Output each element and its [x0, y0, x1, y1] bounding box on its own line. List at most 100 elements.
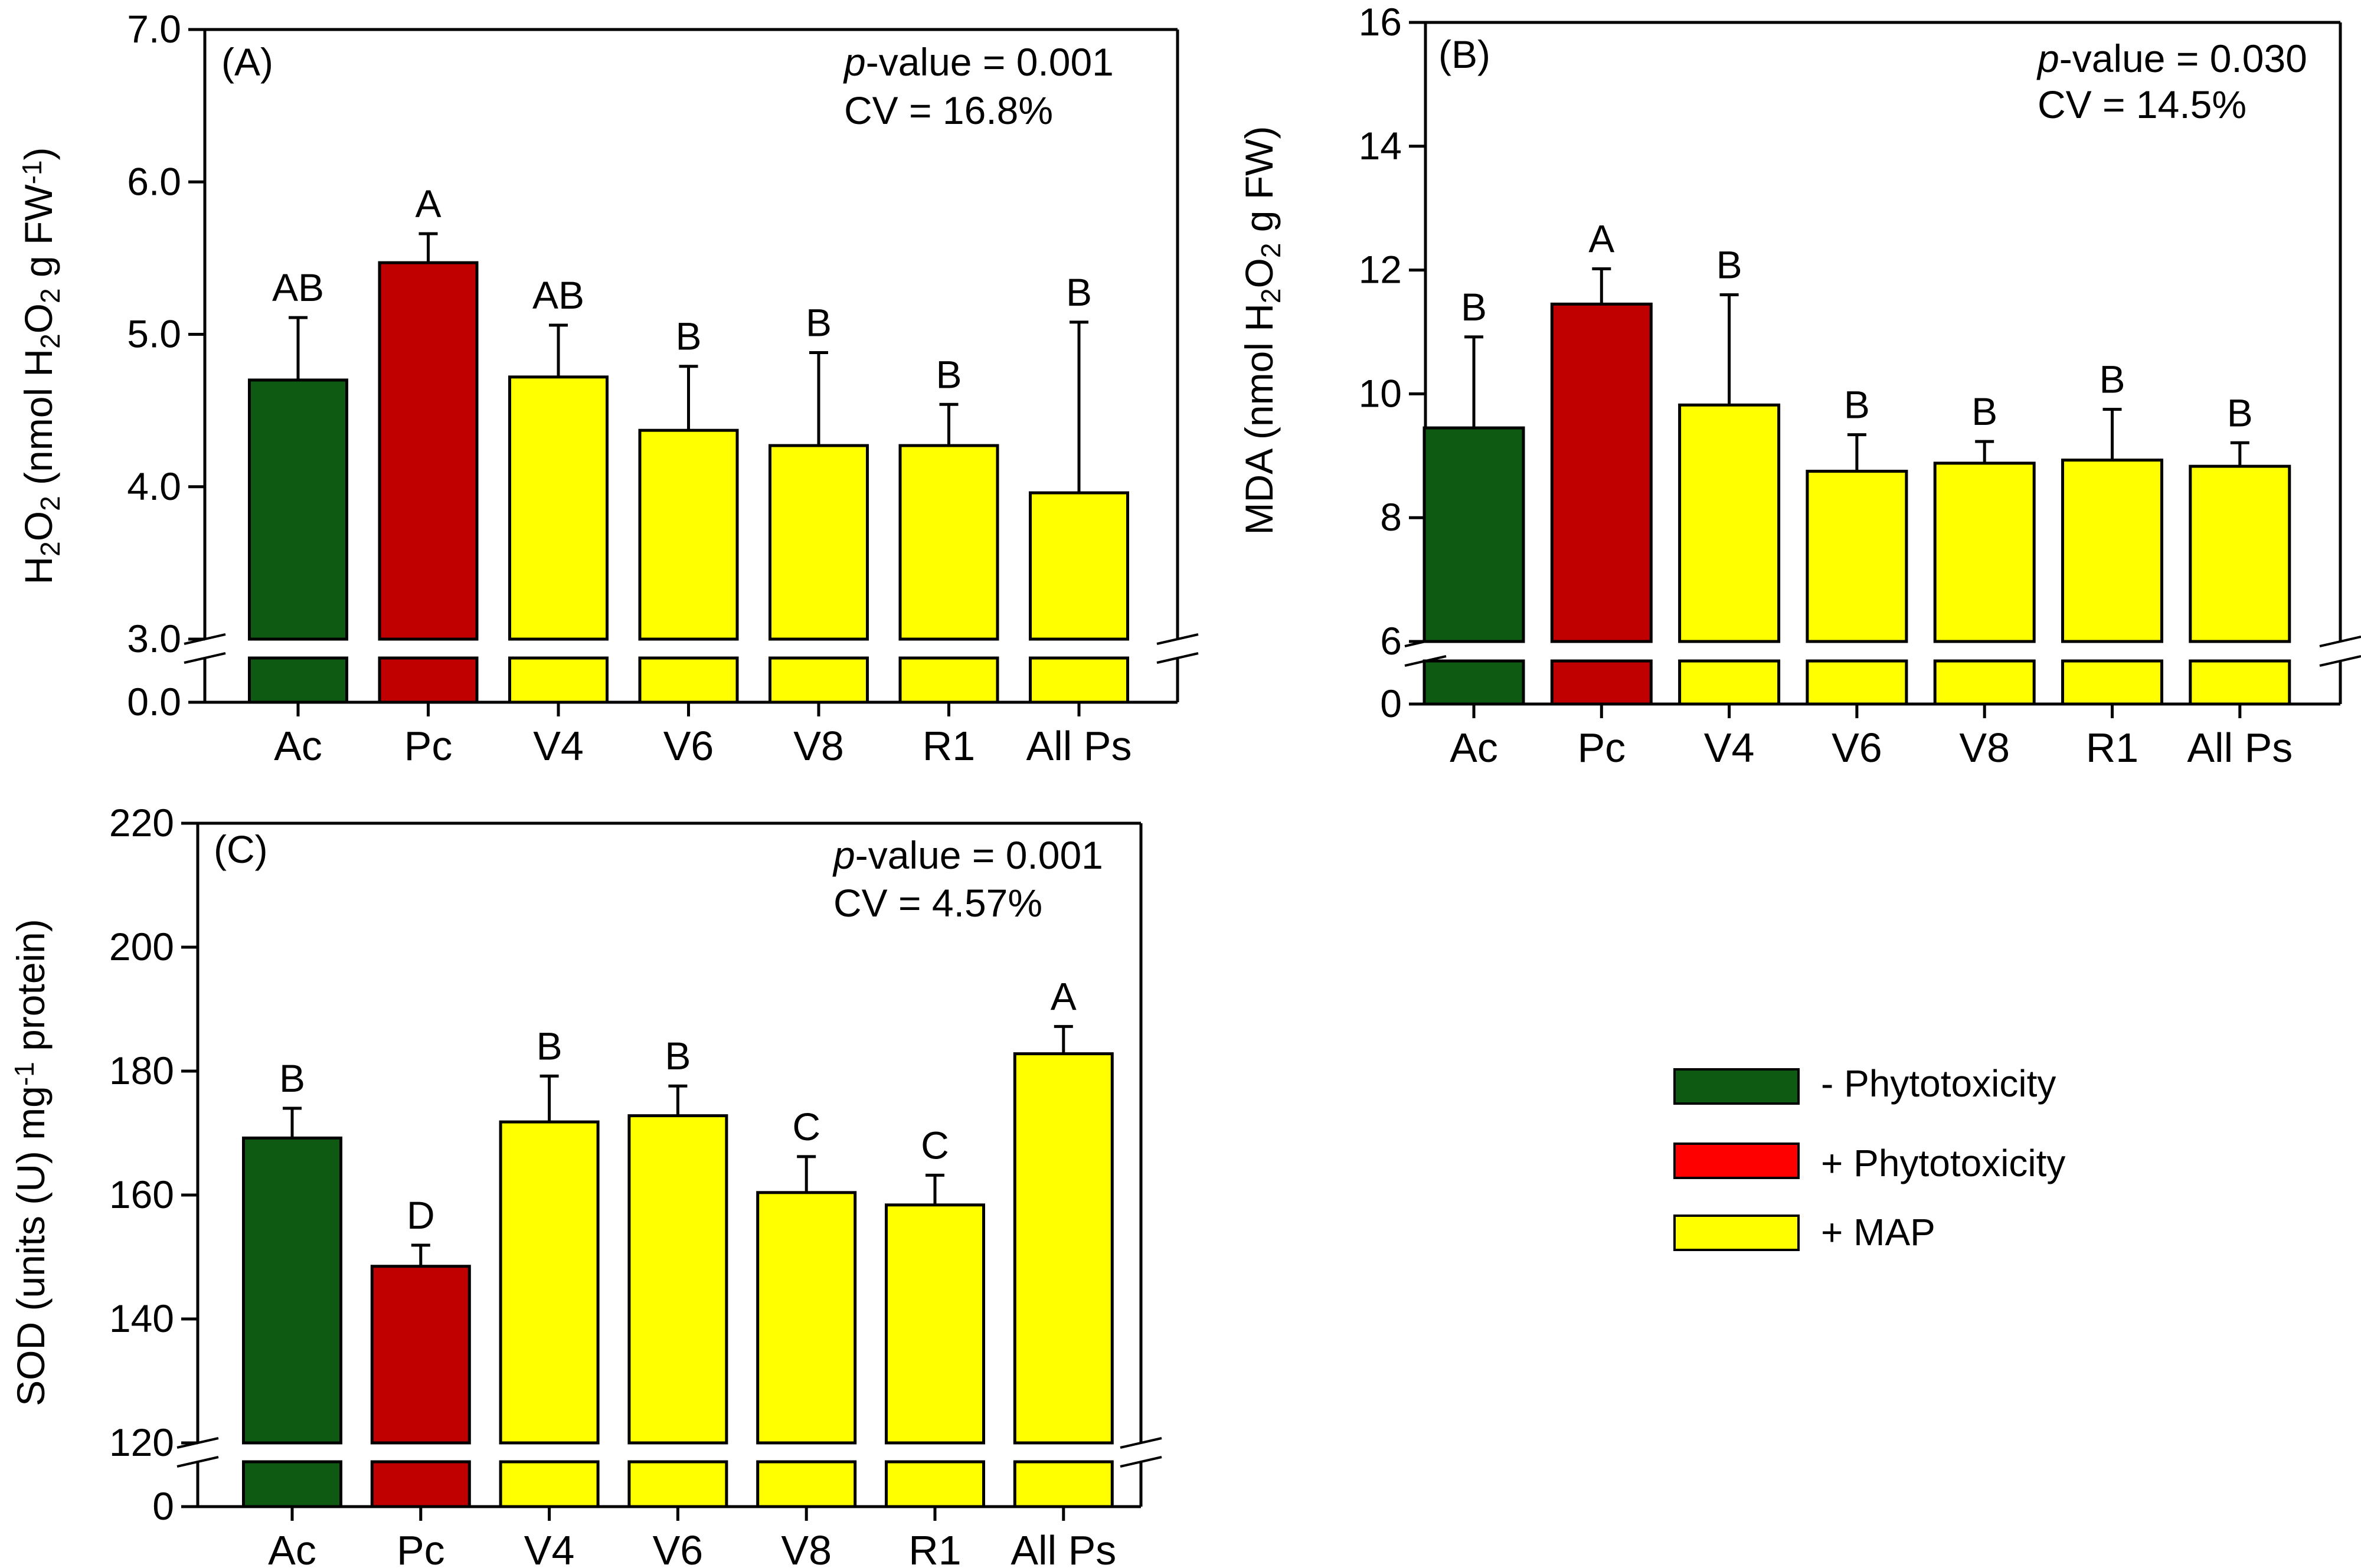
x-tick-label-v4: V4	[1704, 725, 1755, 771]
x-tick-label-pc: Pc	[1577, 725, 1626, 771]
y-tick-label: 10	[1359, 371, 1402, 415]
y-tick-label-zero: 0	[1380, 682, 1402, 725]
axis-break-mark	[1156, 652, 1199, 664]
panel-label: (A)	[221, 40, 273, 84]
x-tick-label-ac: Ac	[268, 1527, 316, 1568]
bar-pc	[378, 261, 479, 641]
x-tick-label-v8: V8	[1959, 725, 2010, 771]
y-tick-label: 180	[109, 1049, 174, 1092]
panel-label: (B)	[1438, 32, 1490, 76]
sig-letter-v6: B	[1844, 383, 1870, 427]
y-tick-label: 3.0	[127, 617, 181, 660]
sig-letter-v8: C	[792, 1105, 820, 1148]
legend-label-map: + MAP	[1821, 1211, 1935, 1253]
y-tick-label: 6	[1380, 619, 1402, 663]
x-tick-label-v4: V4	[524, 1527, 575, 1568]
bar-ac	[248, 378, 348, 641]
bar-stub-v6	[638, 656, 739, 704]
y-axis-label: MDA (nmol H2O2 g FW)	[1237, 126, 1286, 535]
bar-stub-all-ps	[2189, 659, 2291, 706]
bar-r1	[2061, 459, 2163, 643]
axis-break-mark	[184, 652, 226, 664]
x-tick-label-all-ps: All Ps	[1011, 1527, 1116, 1568]
sig-letter-v4: B	[537, 1024, 563, 1068]
p-value-text: p-value = 0.001	[832, 833, 1103, 877]
sig-letter-r1: B	[936, 352, 962, 396]
bar-v6	[1806, 470, 1908, 643]
cv-text: CV = 16.8%	[844, 89, 1053, 132]
p-value-text: p-value = 0.030	[2036, 37, 2307, 80]
bar-stub-v6	[1806, 659, 1908, 706]
legend-swatch-green	[1673, 1068, 1800, 1105]
bar-ac	[1423, 426, 1525, 643]
x-tick-label-v8: V8	[781, 1527, 832, 1568]
bar-all-ps	[1013, 1052, 1114, 1445]
y-tick-label-zero: 0.0	[127, 680, 181, 724]
axis-break-mark	[176, 1456, 219, 1468]
y-tick-label: 160	[109, 1173, 174, 1216]
bar-stub-pc	[1550, 659, 1653, 706]
y-tick-label-zero: 0	[152, 1484, 174, 1528]
x-tick-label-pc: Pc	[397, 1527, 445, 1568]
sig-letter-v8: B	[1971, 389, 1997, 433]
y-tick-label: 8	[1380, 495, 1402, 539]
bar-stub-v8	[1933, 659, 2036, 706]
bar-stub-v4	[499, 1460, 600, 1508]
panel-a: 3.0 4.0 5.0 6.0 7.0 0.0 AB Ac A Pc AB V4 B V6 B V8 B R1 B A…	[17, 7, 1199, 769]
panel-c: 120 140 160 180 200 220 0 B Ac D Pc B V4 B V6 C V8 C R1 A Al…	[9, 801, 1162, 1568]
x-tick-label-v4: V4	[533, 723, 584, 769]
sig-letter-v4: B	[1716, 243, 1742, 287]
legend-item-no-phytotoxicity: - Phytotoxicity	[1673, 1062, 2056, 1105]
y-tick-label: 6.0	[127, 159, 181, 203]
bar-v6	[627, 1114, 728, 1445]
legend-swatch-red	[1673, 1143, 1800, 1179]
x-tick-label-r1: R1	[923, 723, 975, 769]
axis-break-mark	[2319, 636, 2361, 647]
bar-stub-ac	[248, 656, 348, 704]
bar-v4	[1678, 403, 1781, 643]
y-axis-label: SOD (units (U) mg-1 protein)	[9, 919, 53, 1406]
axis-break-mark	[2319, 655, 2361, 667]
bar-v4	[508, 375, 609, 641]
x-tick-label-v6: V6	[663, 723, 714, 769]
sig-letter-all-ps: B	[2227, 391, 2253, 434]
sig-letter-pc: A	[415, 182, 441, 225]
x-tick-label-all-ps: All Ps	[2187, 725, 2293, 771]
sig-letter-pc: A	[1588, 217, 1614, 261]
bar-v8	[769, 444, 869, 641]
bar-pc	[370, 1265, 471, 1445]
x-tick-label-r1: R1	[2086, 725, 2138, 771]
bar-all-ps	[1029, 491, 1129, 641]
axis-break-mark	[1120, 1437, 1162, 1449]
y-tick-label: 4.0	[127, 464, 181, 508]
bar-v4	[499, 1120, 600, 1445]
bar-ac	[242, 1136, 342, 1445]
sig-letter-pc: D	[407, 1193, 435, 1237]
y-tick-label: 5.0	[127, 312, 181, 356]
bar-r1	[898, 444, 999, 641]
sig-letter-all-ps: A	[1051, 974, 1077, 1018]
x-tick-label-r1: R1	[908, 1527, 961, 1568]
bar-v8	[756, 1191, 857, 1445]
bar-pc	[1550, 302, 1653, 643]
bar-stub-v8	[769, 656, 869, 704]
y-tick-label: 200	[109, 925, 174, 968]
cv-text: CV = 14.5%	[2038, 83, 2246, 126]
x-tick-label-v6: V6	[653, 1527, 704, 1568]
y-tick-label: 220	[109, 801, 174, 844]
sig-letter-r1: B	[2099, 358, 2125, 401]
sig-letter-v6: B	[665, 1034, 691, 1078]
legend-item-phytotoxicity: + Phytotoxicity	[1673, 1142, 2065, 1184]
legend: - Phytotoxicity + Phytotoxicity + MAP	[1673, 1062, 2065, 1253]
axis-break-mark	[1120, 1456, 1162, 1468]
legend-label-phytotoxicity: + Phytotoxicity	[1821, 1142, 2065, 1184]
bar-stub-ac	[242, 1460, 342, 1508]
y-tick-label: 140	[109, 1297, 174, 1340]
legend-label-no-phytotoxicity: - Phytotoxicity	[1821, 1062, 2056, 1105]
bar-stub-v4	[1678, 659, 1781, 706]
y-tick-label: 16	[1359, 0, 1402, 44]
bar-v6	[638, 428, 739, 641]
legend-item-map: + MAP	[1673, 1211, 1935, 1253]
x-tick-label-v8: V8	[793, 723, 844, 769]
